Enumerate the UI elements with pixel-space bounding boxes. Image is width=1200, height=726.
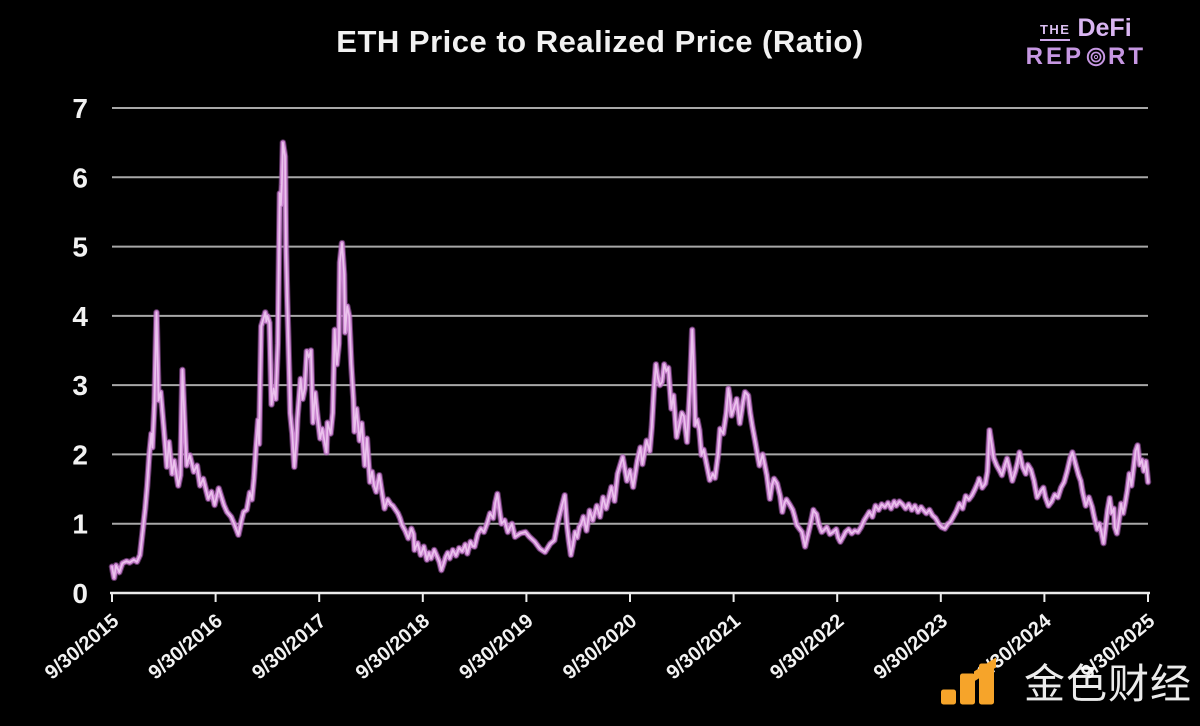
logo-report-left-text: REP	[1025, 43, 1084, 70]
y-tick-label: 3	[72, 370, 88, 401]
x-tick-label: 9/30/2022	[766, 610, 848, 684]
defi-report-logo-line1: THE DeFi	[1026, 16, 1146, 41]
x-tick-label: 9/30/2018	[352, 610, 434, 684]
y-tick-label: 6	[72, 162, 88, 193]
y-tick-label: 7	[72, 93, 88, 124]
jinse-watermark: 金色财经	[939, 650, 1192, 710]
logo-report-right-text: RT	[1108, 43, 1146, 70]
y-tick-label: 5	[72, 232, 88, 263]
ratio-line-glow	[108, 139, 1152, 582]
jinse-logo-icon	[941, 657, 996, 704]
logo-defi-text: DeFi	[1077, 14, 1132, 42]
y-tick-label: 0	[72, 578, 88, 609]
x-tick-label: 9/30/2017	[248, 610, 330, 684]
x-tick-label: 9/30/2015	[41, 610, 123, 684]
logo-the-text: THE	[1039, 23, 1071, 41]
x-tick-label: 9/30/2016	[145, 610, 227, 684]
target-o-icon	[1086, 47, 1106, 67]
chart-title: ETH Price to Realized Price (Ratio)	[336, 24, 864, 59]
y-tick-label: 1	[72, 509, 88, 540]
defi-report-logo-line2: REP RT	[1026, 45, 1146, 69]
ratio-line-core	[111, 141, 1149, 579]
y-tick-label: 2	[72, 439, 88, 470]
x-tick-label: 9/30/2020	[559, 610, 641, 684]
jinse-watermark-text: 金色财经	[1024, 660, 1192, 708]
x-tick-label: 9/30/2021	[663, 610, 745, 684]
defi-report-logo: THE DeFi REP RT	[1026, 16, 1146, 69]
y-tick-label: 4	[72, 301, 88, 332]
x-tick-label: 9/30/2019	[455, 610, 537, 684]
